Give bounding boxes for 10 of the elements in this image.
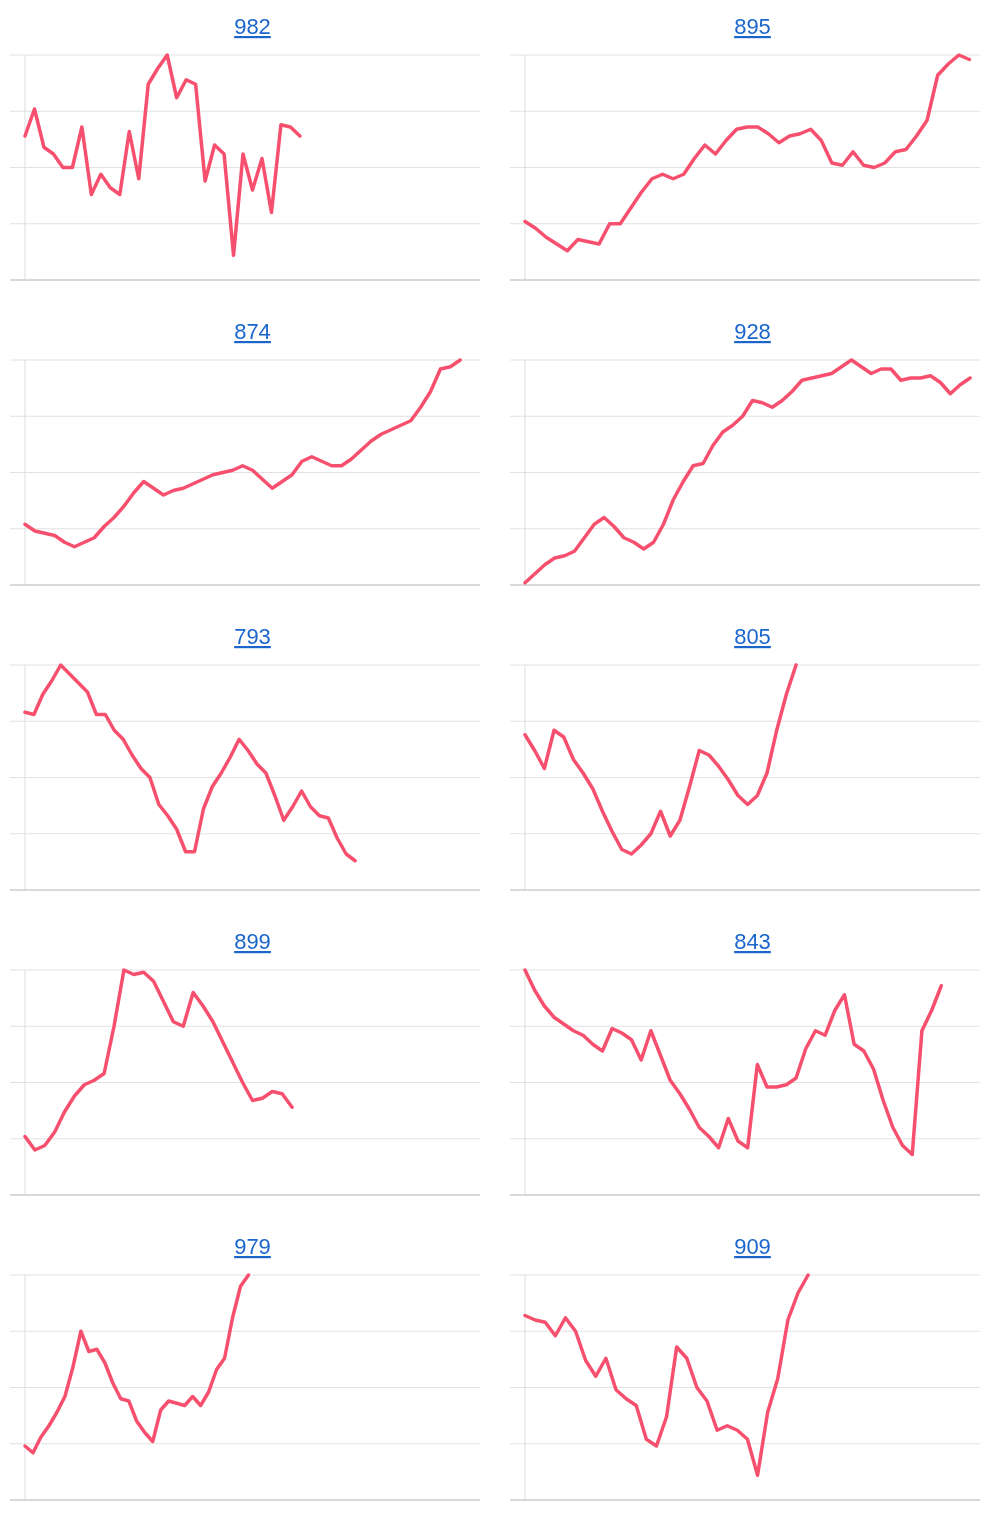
chart-title: 899 bbox=[234, 929, 271, 954]
chart-title: 843 bbox=[734, 929, 771, 954]
chart-title: 982 bbox=[234, 14, 271, 39]
chart-title: 805 bbox=[734, 624, 771, 649]
chart-title: 874 bbox=[234, 319, 271, 344]
chart-title: 909 bbox=[734, 1234, 771, 1259]
chart-title: 979 bbox=[234, 1234, 271, 1259]
chart-title: 895 bbox=[734, 14, 771, 39]
chart-title: 928 bbox=[734, 319, 771, 344]
chart-title: 793 bbox=[234, 624, 271, 649]
